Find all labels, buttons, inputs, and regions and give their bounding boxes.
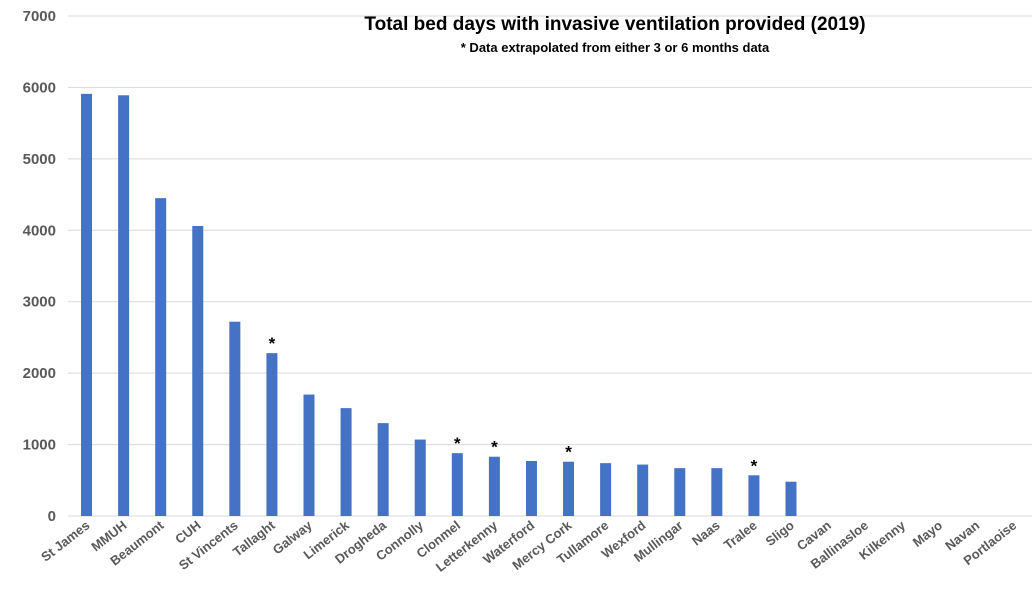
y-tick-label: 4000 [23, 222, 56, 239]
bar [785, 481, 797, 516]
y-tick-label: 0 [48, 508, 56, 525]
y-tick-label: 3000 [23, 294, 56, 311]
bar [340, 408, 352, 516]
extrapolated-marker: * [751, 456, 758, 475]
bar [266, 353, 278, 516]
bar [674, 468, 686, 516]
bar [155, 198, 167, 516]
bar [229, 321, 241, 516]
x-tick-label: Naas [689, 518, 723, 549]
bars [81, 93, 797, 517]
bar [451, 453, 463, 516]
y-tick-label: 1000 [23, 437, 56, 454]
x-tick-label: Tralee [721, 518, 760, 553]
bar [748, 475, 760, 516]
y-tick-label: 5000 [23, 151, 56, 168]
gridlines [68, 15, 1032, 517]
bar [377, 423, 389, 516]
extrapolated-marker: * [491, 438, 498, 457]
bar [488, 456, 500, 516]
bar [81, 93, 93, 516]
extrapolated-marker: * [269, 334, 276, 353]
chart-title: Total bed days with invasive ventilation… [364, 14, 865, 35]
bar [525, 461, 537, 516]
bar [118, 95, 130, 517]
extrapolated-marker: * [454, 434, 461, 453]
bar [711, 468, 723, 516]
y-tick-label: 7000 [23, 8, 56, 25]
extrapolated-marker: * [565, 443, 572, 462]
y-tick-label: 6000 [23, 79, 56, 96]
x-tick-label: Tallaght [230, 517, 278, 559]
bar [600, 463, 612, 516]
x-tick-label: Mayo [910, 518, 945, 550]
y-axis-ticks: 0 1000 2000 3000 4000 5000 6000 7000 [23, 8, 56, 525]
bar [192, 226, 204, 516]
extrapolation-markers: * * * * * [269, 334, 758, 475]
bar [563, 461, 575, 516]
x-tick-label: St James [38, 518, 92, 565]
chart-subtitle: * Data extrapolated from either 3 or 6 m… [461, 40, 770, 55]
x-tick-label: Sligo [763, 518, 797, 549]
bar [303, 394, 315, 516]
bar [637, 464, 649, 516]
y-tick-label: 2000 [23, 365, 56, 382]
bar [414, 439, 426, 516]
